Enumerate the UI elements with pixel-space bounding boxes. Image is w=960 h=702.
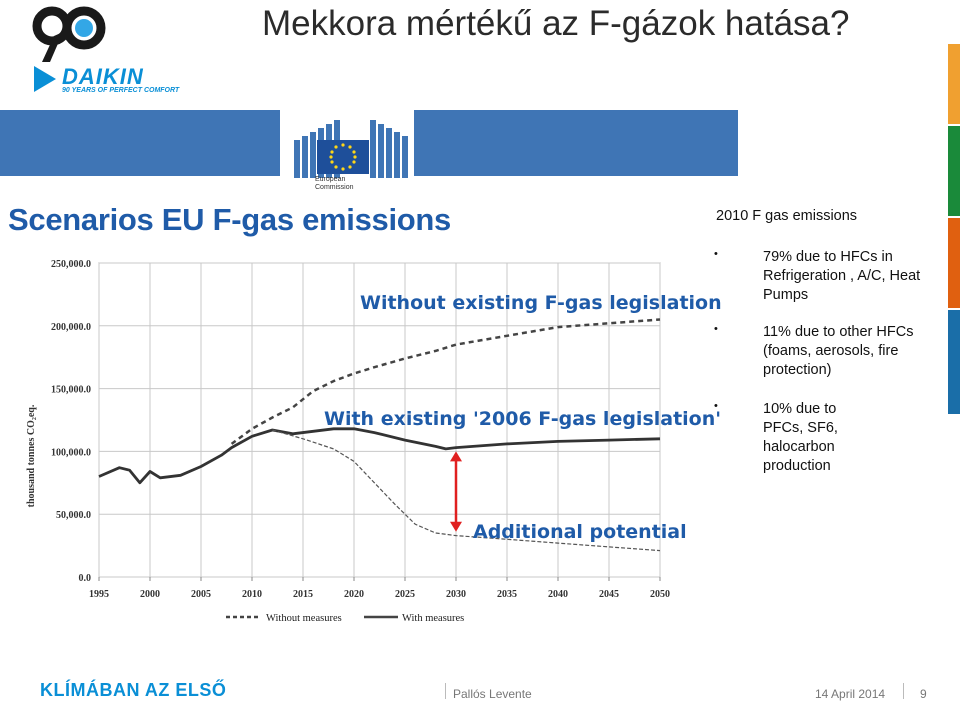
- x-tick-label: 2025: [395, 589, 415, 600]
- bullet-marker: •: [714, 323, 718, 335]
- chart-legend: Without measures With measures: [226, 613, 464, 624]
- y-tick-label: 250,000.0: [51, 259, 91, 270]
- arrow-head-up: [450, 451, 462, 462]
- ec-label-line2: Commission: [315, 184, 354, 191]
- y-tick-label: 100,000.0: [51, 447, 91, 458]
- footer-divider: [445, 683, 446, 699]
- x-tick-label: 2015: [293, 589, 313, 600]
- x-tick-label: 2040: [548, 589, 568, 600]
- y-axis-ticks: 0.0 50,000.0 100,000.0 150,000.0 200,000.0 25…: [51, 259, 91, 584]
- ec-logo-box: [280, 110, 414, 206]
- bullet-marker: •: [714, 248, 718, 260]
- bullet-text: 79% due to HFCs in Refrigeration , A/C, …: [763, 249, 921, 303]
- legend-without-label: Without measures: [266, 613, 342, 624]
- annotation-with-legislation: With existing '2006 F-gas legislation': [324, 408, 721, 430]
- x-axis-ticks: 1995 2000 2005 2010 2015 2020 2025 2030 2035 2040…: [89, 589, 670, 600]
- series-line-with-measures: [98, 427, 661, 485]
- additional-potential-arrow: [450, 451, 462, 532]
- logo-nine-tail: [42, 32, 63, 62]
- logo-nine-loop: [32, 6, 72, 46]
- chart-series: [98, 318, 661, 552]
- emissions-line-chart: 0.0 50,000.0 100,000.0 150,000.0 200,000.0 25…: [26, 259, 722, 624]
- page-number: 9: [920, 687, 927, 701]
- x-tick-label: 2045: [599, 589, 619, 600]
- footer-author: Pallós Levente: [453, 687, 532, 701]
- y-tick-label: 200,000.0: [51, 322, 91, 333]
- bullet-text: 10% due to PFCs, SF6, halocarbon product…: [763, 401, 838, 474]
- logo-zero: [62, 6, 106, 50]
- y-tick-label: 0.0: [79, 573, 92, 584]
- y-tick-label: 50,000.0: [56, 510, 91, 521]
- x-tick-label: 2035: [497, 589, 517, 600]
- side-color-bars: [948, 44, 960, 414]
- x-tick-label: 2005: [191, 589, 211, 600]
- series-line-additional-potential: [272, 429, 661, 552]
- bullet-marker: •: [714, 400, 718, 412]
- series-line-without-measures: [230, 318, 661, 445]
- footer-divider: [903, 683, 904, 699]
- x-tick-label: 2030: [446, 589, 466, 600]
- annotation-additional-potential: Additional potential: [473, 521, 687, 543]
- x-tick-label: 1995: [89, 589, 109, 600]
- ec-label: European Commission: [315, 176, 354, 192]
- x-tick-label: 2000: [140, 589, 160, 600]
- ec-building-icon: [294, 120, 408, 178]
- slide-title: Mekkora mértékű az F-gázok hatása?: [262, 4, 850, 43]
- y-axis-label: thousand tonnes CO₂eq.: [26, 404, 37, 507]
- footer-date: 14 April 2014: [815, 687, 886, 701]
- x-tick-label: 2050: [650, 589, 670, 600]
- annotation-without-legislation: Without existing F-gas legislation: [360, 292, 722, 314]
- logo-zero-center: [75, 19, 93, 37]
- brand-tagline: 90 YEARS OF PERFECT COMFORT: [62, 87, 180, 94]
- footer-brand: KLÍMÁBAN AZ ELSŐ: [40, 680, 227, 700]
- x-tick-label: 2010: [242, 589, 262, 600]
- brand-name: DAIKIN: [62, 64, 144, 89]
- chart-title: Scenarios EU F-gas emissions: [8, 202, 451, 237]
- daikin-90-logo: [32, 6, 106, 62]
- bullet-text: 11% due to other HFCs (foams, aerosols, …: [763, 324, 914, 378]
- ec-label-line1: European: [315, 176, 346, 183]
- legend-with-label: With measures: [402, 613, 464, 624]
- arrow-head-down: [450, 521, 462, 532]
- summary-heading: 2010 F gas emissions: [716, 208, 858, 224]
- x-tick-label: 2020: [344, 589, 364, 600]
- daikin-triangle-icon: [34, 66, 56, 92]
- y-tick-label: 150,000.0: [51, 385, 91, 396]
- chart-gridlines: [98, 262, 661, 581]
